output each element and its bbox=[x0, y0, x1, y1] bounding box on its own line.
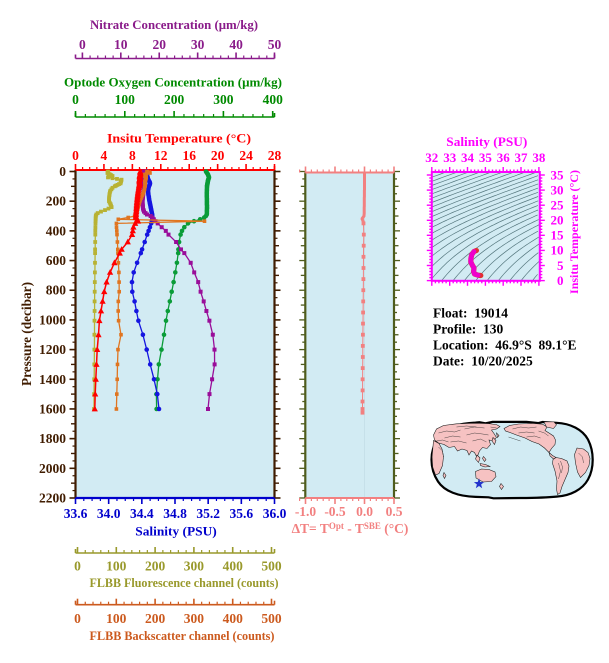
svg-text:1200: 1200 bbox=[39, 342, 66, 357]
svg-text:36: 36 bbox=[497, 150, 511, 165]
svg-text:34.8: 34.8 bbox=[163, 506, 187, 521]
svg-text:0: 0 bbox=[72, 92, 79, 107]
svg-text:10: 10 bbox=[551, 243, 564, 258]
svg-text:Nitrate Concentration (μm/kg): Nitrate Concentration (μm/kg) bbox=[90, 17, 258, 32]
svg-text:Optode Oxygen Concentration (μ: Optode Oxygen Concentration (μm/kg) bbox=[64, 75, 282, 90]
svg-text:0: 0 bbox=[74, 611, 81, 626]
svg-text:1600: 1600 bbox=[39, 402, 66, 417]
svg-text:33: 33 bbox=[443, 150, 457, 165]
svg-text:1800: 1800 bbox=[39, 431, 66, 446]
svg-text:34: 34 bbox=[461, 150, 475, 165]
svg-text:0: 0 bbox=[72, 148, 79, 163]
svg-text:15: 15 bbox=[551, 228, 565, 243]
svg-text:ΔT= TOpt - TSBE (°C): ΔT= TOpt - TSBE (°C) bbox=[292, 521, 409, 536]
svg-text:Date: 10/20/2025: Date: 10/20/2025 bbox=[433, 354, 533, 369]
svg-text:36.0: 36.0 bbox=[263, 506, 287, 521]
svg-text:28: 28 bbox=[268, 148, 282, 163]
svg-text:200: 200 bbox=[145, 611, 166, 626]
svg-text:100: 100 bbox=[106, 559, 127, 574]
svg-text:Location: 46.9°S 89.1°E: Location: 46.9°S 89.1°E bbox=[433, 338, 577, 353]
svg-text:33.6: 33.6 bbox=[64, 506, 88, 521]
svg-text:0: 0 bbox=[557, 273, 564, 288]
svg-text:-0.5: -0.5 bbox=[324, 504, 346, 519]
svg-text:30: 30 bbox=[191, 37, 205, 52]
svg-text:24: 24 bbox=[239, 148, 253, 163]
svg-text:12: 12 bbox=[154, 148, 168, 163]
svg-text:20: 20 bbox=[211, 148, 225, 163]
svg-text:100: 100 bbox=[106, 611, 127, 626]
svg-text:20: 20 bbox=[551, 213, 564, 228]
svg-text:35: 35 bbox=[551, 167, 565, 182]
svg-text:Float: 19014: Float: 19014 bbox=[433, 306, 508, 321]
svg-text:1400: 1400 bbox=[39, 372, 66, 387]
svg-text:600: 600 bbox=[46, 253, 67, 268]
svg-text:Profile: 130: Profile: 130 bbox=[433, 322, 503, 337]
svg-text:16: 16 bbox=[182, 148, 196, 163]
svg-text:35.2: 35.2 bbox=[196, 506, 220, 521]
svg-text:300: 300 bbox=[184, 611, 205, 626]
svg-text:Pressure (decibar): Pressure (decibar) bbox=[19, 282, 34, 386]
svg-text:20: 20 bbox=[152, 37, 166, 52]
svg-text:400: 400 bbox=[263, 92, 284, 107]
svg-text:25: 25 bbox=[551, 198, 565, 213]
svg-text:300: 300 bbox=[184, 559, 205, 574]
svg-text:Insitu Temperature (°C): Insitu Temperature (°C) bbox=[107, 131, 251, 146]
svg-text:32: 32 bbox=[425, 150, 438, 165]
svg-text:300: 300 bbox=[213, 92, 234, 107]
svg-text:800: 800 bbox=[46, 283, 67, 298]
svg-text:1000: 1000 bbox=[39, 312, 66, 327]
svg-text:400: 400 bbox=[223, 611, 244, 626]
svg-text:200: 200 bbox=[46, 194, 67, 209]
svg-text:4: 4 bbox=[101, 148, 108, 163]
svg-text:0.5: 0.5 bbox=[386, 504, 403, 519]
svg-text:0: 0 bbox=[59, 164, 66, 179]
svg-text:2000: 2000 bbox=[39, 461, 66, 476]
svg-text:400: 400 bbox=[223, 559, 244, 574]
svg-text:10: 10 bbox=[114, 37, 128, 52]
svg-text:35.6: 35.6 bbox=[229, 506, 253, 521]
svg-text:Salinity (PSU): Salinity (PSU) bbox=[446, 135, 527, 149]
svg-text:34.4: 34.4 bbox=[130, 506, 154, 521]
svg-text:0.0: 0.0 bbox=[356, 504, 373, 519]
svg-text:34.0: 34.0 bbox=[97, 506, 121, 521]
svg-text:100: 100 bbox=[115, 92, 136, 107]
svg-text:FLBB Fluorescence channel (cou: FLBB Fluorescence channel (counts) bbox=[90, 575, 279, 590]
svg-text:500: 500 bbox=[261, 611, 282, 626]
svg-text:38: 38 bbox=[532, 150, 546, 165]
svg-text:30: 30 bbox=[551, 182, 564, 197]
svg-text:Insitu Temperature (°C): Insitu Temperature (°C) bbox=[567, 170, 581, 294]
svg-text:40: 40 bbox=[229, 37, 243, 52]
svg-text:8: 8 bbox=[129, 148, 136, 163]
svg-text:500: 500 bbox=[261, 559, 282, 574]
svg-text:FLBB Backscatter channel (coun: FLBB Backscatter channel (counts) bbox=[90, 628, 275, 643]
svg-text:37: 37 bbox=[515, 150, 529, 165]
svg-text:200: 200 bbox=[145, 559, 166, 574]
svg-text:50: 50 bbox=[268, 37, 282, 52]
svg-text:0: 0 bbox=[74, 559, 81, 574]
svg-text:5: 5 bbox=[557, 258, 564, 273]
svg-text:0: 0 bbox=[79, 37, 86, 52]
svg-text:Salinity (PSU): Salinity (PSU) bbox=[135, 525, 217, 539]
svg-text:35: 35 bbox=[479, 150, 493, 165]
svg-text:2200: 2200 bbox=[39, 491, 66, 506]
svg-text:-1.0: -1.0 bbox=[295, 504, 317, 519]
svg-text:400: 400 bbox=[46, 223, 67, 238]
svg-text:200: 200 bbox=[164, 92, 185, 107]
